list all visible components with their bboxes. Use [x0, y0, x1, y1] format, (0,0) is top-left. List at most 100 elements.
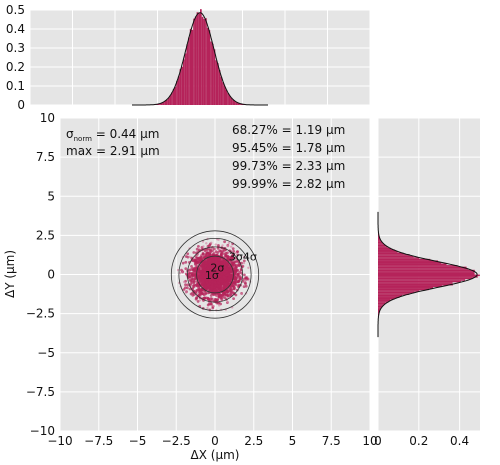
- scatter-point: [201, 266, 205, 270]
- scatter-point: [198, 299, 202, 302]
- top-histogram-panel: 0 0.1 0.2 0.3 0.4 0.5: [6, 3, 371, 112]
- scatter-point: [182, 288, 186, 291]
- main-y-tick-label: 2.5: [36, 228, 55, 242]
- top-histogram-bar: [179, 69, 182, 105]
- scatter-point: [215, 264, 219, 267]
- scatter-point: [208, 287, 211, 290]
- sigma-label-2: 2σ: [210, 261, 224, 274]
- scatter-point: [242, 261, 246, 265]
- scatter-point: [226, 280, 229, 284]
- scatter-point: [243, 273, 246, 277]
- top-y-tick-label: 0: [17, 98, 25, 112]
- scatter-point: [217, 258, 221, 262]
- scatter-point: [220, 260, 224, 264]
- top-histogram-bar: [215, 60, 217, 105]
- scatter-point: [206, 269, 210, 273]
- scatter-point: [202, 272, 206, 275]
- scatter-point: [226, 273, 230, 277]
- scatter-point: [213, 266, 217, 270]
- scatter-point: [218, 268, 222, 272]
- scatter-point: [228, 268, 231, 272]
- main-x-tick-label: 7.5: [322, 434, 341, 448]
- right-histogram-bar: [378, 282, 453, 284]
- scatter-point: [196, 269, 200, 273]
- scatter-point: [212, 289, 216, 293]
- right-histogram-bar: [378, 244, 386, 247]
- scatter-point: [223, 240, 227, 244]
- scatter-point: [242, 259, 246, 263]
- scatter-point: [210, 241, 213, 244]
- top-histogram-bar: [232, 99, 234, 105]
- right-x-tick-label: 0.4: [450, 434, 469, 448]
- right-x-tick-label: 0: [374, 434, 382, 448]
- top-gaussian-fit-curve: [132, 12, 268, 106]
- right-histogram-bar: [378, 261, 442, 264]
- scatter-point: [190, 265, 193, 268]
- right-histogram-bar: [378, 276, 478, 278]
- scatter-point: [204, 264, 208, 268]
- scatter-point: [231, 284, 235, 288]
- scatter-point: [216, 268, 220, 272]
- top-histogram-bar: [210, 41, 212, 105]
- top-histogram-bar: [211, 43, 214, 105]
- scatter-point: [227, 241, 231, 245]
- scatter-point: [236, 280, 240, 284]
- scatter-point: [219, 249, 223, 253]
- sigma-norm-annotation: σnorm = 0.44 μm: [66, 127, 159, 143]
- scatter-point: [234, 270, 237, 274]
- scatter-point: [234, 251, 237, 255]
- scatter-point: [199, 272, 203, 276]
- top-histogram-bar: [203, 18, 206, 106]
- scatter-point: [233, 267, 237, 271]
- scatter-point: [213, 247, 216, 251]
- scatter-point: [229, 289, 232, 292]
- scatter-point: [224, 254, 227, 258]
- right-histogram-bar: [378, 246, 388, 248]
- right-histogram-bar: [378, 254, 410, 256]
- main-x-tick-label: −7.5: [84, 434, 113, 448]
- scatter-point: [218, 304, 221, 307]
- top-histogram-bar: [235, 101, 238, 105]
- scatter-point: [226, 294, 230, 298]
- right-histogram-bar: [378, 240, 382, 242]
- scatter-point: [201, 252, 205, 256]
- scatter-point: [236, 253, 240, 257]
- scatter-point: [221, 249, 225, 253]
- top-histogram-bar: [217, 63, 219, 105]
- sigma-circle-4: [170, 230, 260, 319]
- scatter-point: [227, 277, 231, 280]
- top-histogram-bar: [227, 93, 229, 105]
- top-histogram-bar: [184, 53, 187, 105]
- right-histogram-bar: [378, 288, 430, 291]
- max-annotation: max = 2.91 μm: [66, 144, 160, 158]
- right-histogram-bar: [378, 271, 475, 273]
- scatter-point: [242, 285, 246, 288]
- scatter-point: [226, 283, 230, 287]
- top-histogram-bar: [200, 9, 202, 105]
- main-x-tick-label: −2.5: [162, 434, 191, 448]
- scatter-point: [231, 255, 234, 259]
- right-histogram-bar: [378, 260, 439, 262]
- scatter-point: [235, 259, 239, 263]
- scatter-point: [219, 293, 223, 297]
- right-histogram-bar: [378, 279, 466, 281]
- right-x-tick-label: 0.2: [409, 434, 428, 448]
- sigma-circle-2: [187, 246, 243, 303]
- scatter-point: [194, 255, 198, 259]
- scatter-point: [181, 270, 184, 274]
- scatter-point: [184, 291, 188, 294]
- right-histogram-bar: [378, 236, 380, 239]
- right-histogram-bar: [378, 263, 447, 266]
- scatter-point: [199, 276, 203, 279]
- scatter-point: [206, 306, 209, 310]
- top-histogram-bar: [169, 95, 172, 105]
- scatter-point: [224, 251, 228, 255]
- scatter-point: [216, 298, 220, 302]
- top-histogram-bar: [196, 12, 199, 106]
- right-histogram-bar: [378, 243, 385, 245]
- scatter-point: [191, 274, 195, 278]
- scatter-point: [203, 269, 207, 272]
- scatter-point: [226, 245, 230, 248]
- scatter-point: [218, 279, 222, 283]
- scatter-point: [232, 297, 236, 300]
